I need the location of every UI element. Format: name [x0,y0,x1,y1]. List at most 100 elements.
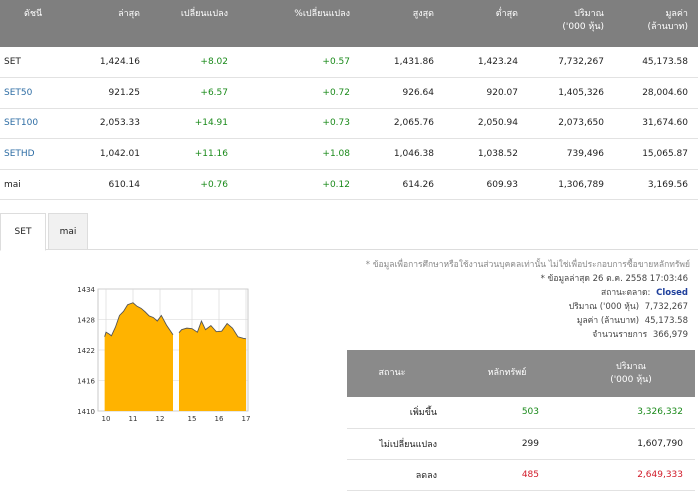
index-cell-high: 1,046.38 [360,138,444,170]
chart-x-tick-label: 16 [215,415,224,423]
advance-decline-row: เพิ่มขึ้น 503 3,326,332 [347,397,695,429]
header-status: สถานะ [347,350,447,397]
index-cell-last: 2,053.33 [62,108,150,140]
total-value-value: 45,173.58 [644,316,688,326]
last-updated-text: * ข้อมูลล่าสุด 26 ต.ค. 2558 17:03:46 [540,274,688,284]
set-intraday-chart: 1434 1428 1422 1416 1410 10 11 12 15 16 17 [78,286,251,423]
index-cell-high: 1,431.86 [360,47,444,79]
index-header-text: เปลี่ยนแปลง [180,9,228,19]
index-table: ดัชนี ล่าสุด เปลี่ยนแปลง %เปลี่ยนแปลง สูงสุด… [0,0,698,201]
index-cell-volume: 2,073,650 [528,108,614,140]
chart-y-tick-label: 1434 [78,286,96,294]
index-cell-last: 610.14 [62,169,150,201]
advance-decline-header: สถานะ หลักทรัพย์ ปริมาณ ('000 หุ้น) [347,350,695,397]
status-cell-label: เพิ่มขึ้น [347,397,447,429]
market-status-label: สถานะตลาด: [601,288,651,298]
index-cell-change: +8.02 [150,47,238,79]
index-cell-value: 28,004.60 [614,77,698,109]
index-cell-change: +14.91 [150,108,238,140]
tab-set[interactable]: SET [0,213,46,251]
index-header-text: %เปลี่ยนแปลง [294,9,350,19]
index-header-col-0: ดัชนี [0,0,62,47]
index-name-link[interactable]: SET50 [0,77,62,109]
index-name-link[interactable]: SET100 [0,108,62,140]
index-cell-high: 2,065.76 [360,108,444,140]
chart-y-tick-label: 1416 [78,378,96,386]
index-table-header: ดัชนี ล่าสุด เปลี่ยนแปลง %เปลี่ยนแปลง สูงสุด… [0,0,698,47]
status-cell-securities: 485 [447,459,567,491]
index-row-mai[interactable]: mai 610.14 +0.76 +0.12 614.26 609.93 1,306,789… [0,169,698,201]
market-status-value: Closed [656,288,688,298]
index-cell-last: 921.25 [62,77,150,109]
index-row-set[interactable]: SET 1,424.16 +8.02 +0.57 1,431.86 1,423.24 7,7… [0,47,698,79]
header-volume: ปริมาณ ('000 หุ้น) [567,350,695,397]
total-value-label: มูลค่า (ล้านบาท) [576,316,640,326]
chart-area-fill [179,321,246,411]
chart-y-tick-label: 1410 [78,408,95,416]
market-info: * ข้อมูลล่าสุด 26 ต.ค. 2558 17:03:46 สถา… [368,272,688,342]
advance-decline-row: ลดลง 485 2,649,333 [347,459,695,491]
index-cell-volume: 1,405,326 [528,77,614,109]
chart-y-tick-label: 1428 [78,317,95,325]
index-header-text: ปริมาณ [574,9,604,19]
last-updated: * ข้อมูลล่าสุด 26 ต.ค. 2558 17:03:46 [368,272,688,286]
index-cell-volume: 739,496 [528,138,614,170]
index-cell-high: 614.26 [360,169,444,201]
chart-x-tick-label: 12 [156,415,165,423]
index-cell-last: 1,042.01 [62,138,150,170]
index-cell-change: +0.76 [150,169,238,201]
chart-x-tick-label: 11 [129,415,138,423]
index-cell-low: 1,038.52 [444,138,528,170]
index-row-sethd[interactable]: SETHD 1,042.01 +11.16 +1.08 1,046.38 1,038.52… [0,138,698,170]
index-header-text: สูงสุด [412,9,434,19]
status-cell-securities: 299 [447,428,567,460]
index-cell-high: 926.64 [360,77,444,109]
status-cell-label: ไม่เปลี่ยนแปลง [347,428,447,460]
header-securities: หลักทรัพย์ [447,350,567,397]
index-header-text: ต่ำสุด [495,9,518,19]
market-tabs: SET mai [0,213,698,251]
index-cell-low: 1,423.24 [444,47,528,79]
index-cell-low: 920.07 [444,77,528,109]
total-trades-value: 366,979 [652,330,688,340]
index-name-link[interactable]: mai [0,169,62,201]
index-cell-pct: +0.12 [238,169,360,201]
index-header-col-3: %เปลี่ยนแปลง [238,0,360,47]
chart-x-tick-label: 15 [188,415,197,423]
index-header-text: ดัชนี [24,9,43,19]
status-cell-securities: 503 [447,397,567,429]
index-header-col-2: เปลี่ยนแปลง [150,0,238,47]
index-row-set100[interactable]: SET100 2,053.33 +14.91 +0.73 2,065.76 2,050.9… [0,108,698,140]
index-header-text: มูลค่า [665,9,688,19]
chart-x-tick-label: 10 [102,415,111,423]
index-header-col-1: ล่าสุด [62,0,150,47]
chart-series-line [178,319,247,340]
index-name-link[interactable]: SET [0,47,62,79]
index-header-col-4: สูงสุด [360,0,444,47]
disclaimer-note: * ข้อมูลเพื่อการศึกษาหรือใช้งานส่วนบุคคล… [365,260,690,270]
tab-mai[interactable]: mai [48,213,88,250]
index-cell-pct: +0.57 [238,47,360,79]
chart-x-tick-label: 17 [242,415,251,423]
status-cell-volume: 2,649,333 [567,459,695,491]
advance-decline-row: ไม่เปลี่ยนแปลง 299 1,607,790 [347,428,695,460]
index-name-link[interactable]: SETHD [0,138,62,170]
total-value: มูลค่า (ล้านบาท) 45,173.58 [368,314,688,328]
header-volume-line1: ปริมาณ [616,361,646,372]
status-cell-volume: 3,326,332 [567,397,695,429]
chart-series-line [104,302,174,337]
chart-y-tick-label: 1422 [78,347,95,355]
total-volume-label: ปริมาณ ('000 หุ้น) [568,302,640,312]
status-cell-label: ลดลง [347,459,447,491]
index-cell-low: 2,050.94 [444,108,528,140]
index-cell-pct: +0.73 [238,108,360,140]
index-header-text: ('000 หุ้น) [562,22,604,32]
index-row-set50[interactable]: SET50 921.25 +6.57 +0.72 926.64 920.07 1,405,3… [0,77,698,109]
index-header-col-5: ต่ำสุด [444,0,528,47]
index-header-text: ล่าสุด [118,9,140,19]
index-header-col-7: มูลค่า (ล้านบาท) [614,0,698,47]
index-header-text: (ล้านบาท) [647,22,688,32]
market-status: สถานะตลาด: Closed [368,286,688,300]
index-cell-pct: +1.08 [238,138,360,170]
index-cell-volume: 1,306,789 [528,169,614,201]
